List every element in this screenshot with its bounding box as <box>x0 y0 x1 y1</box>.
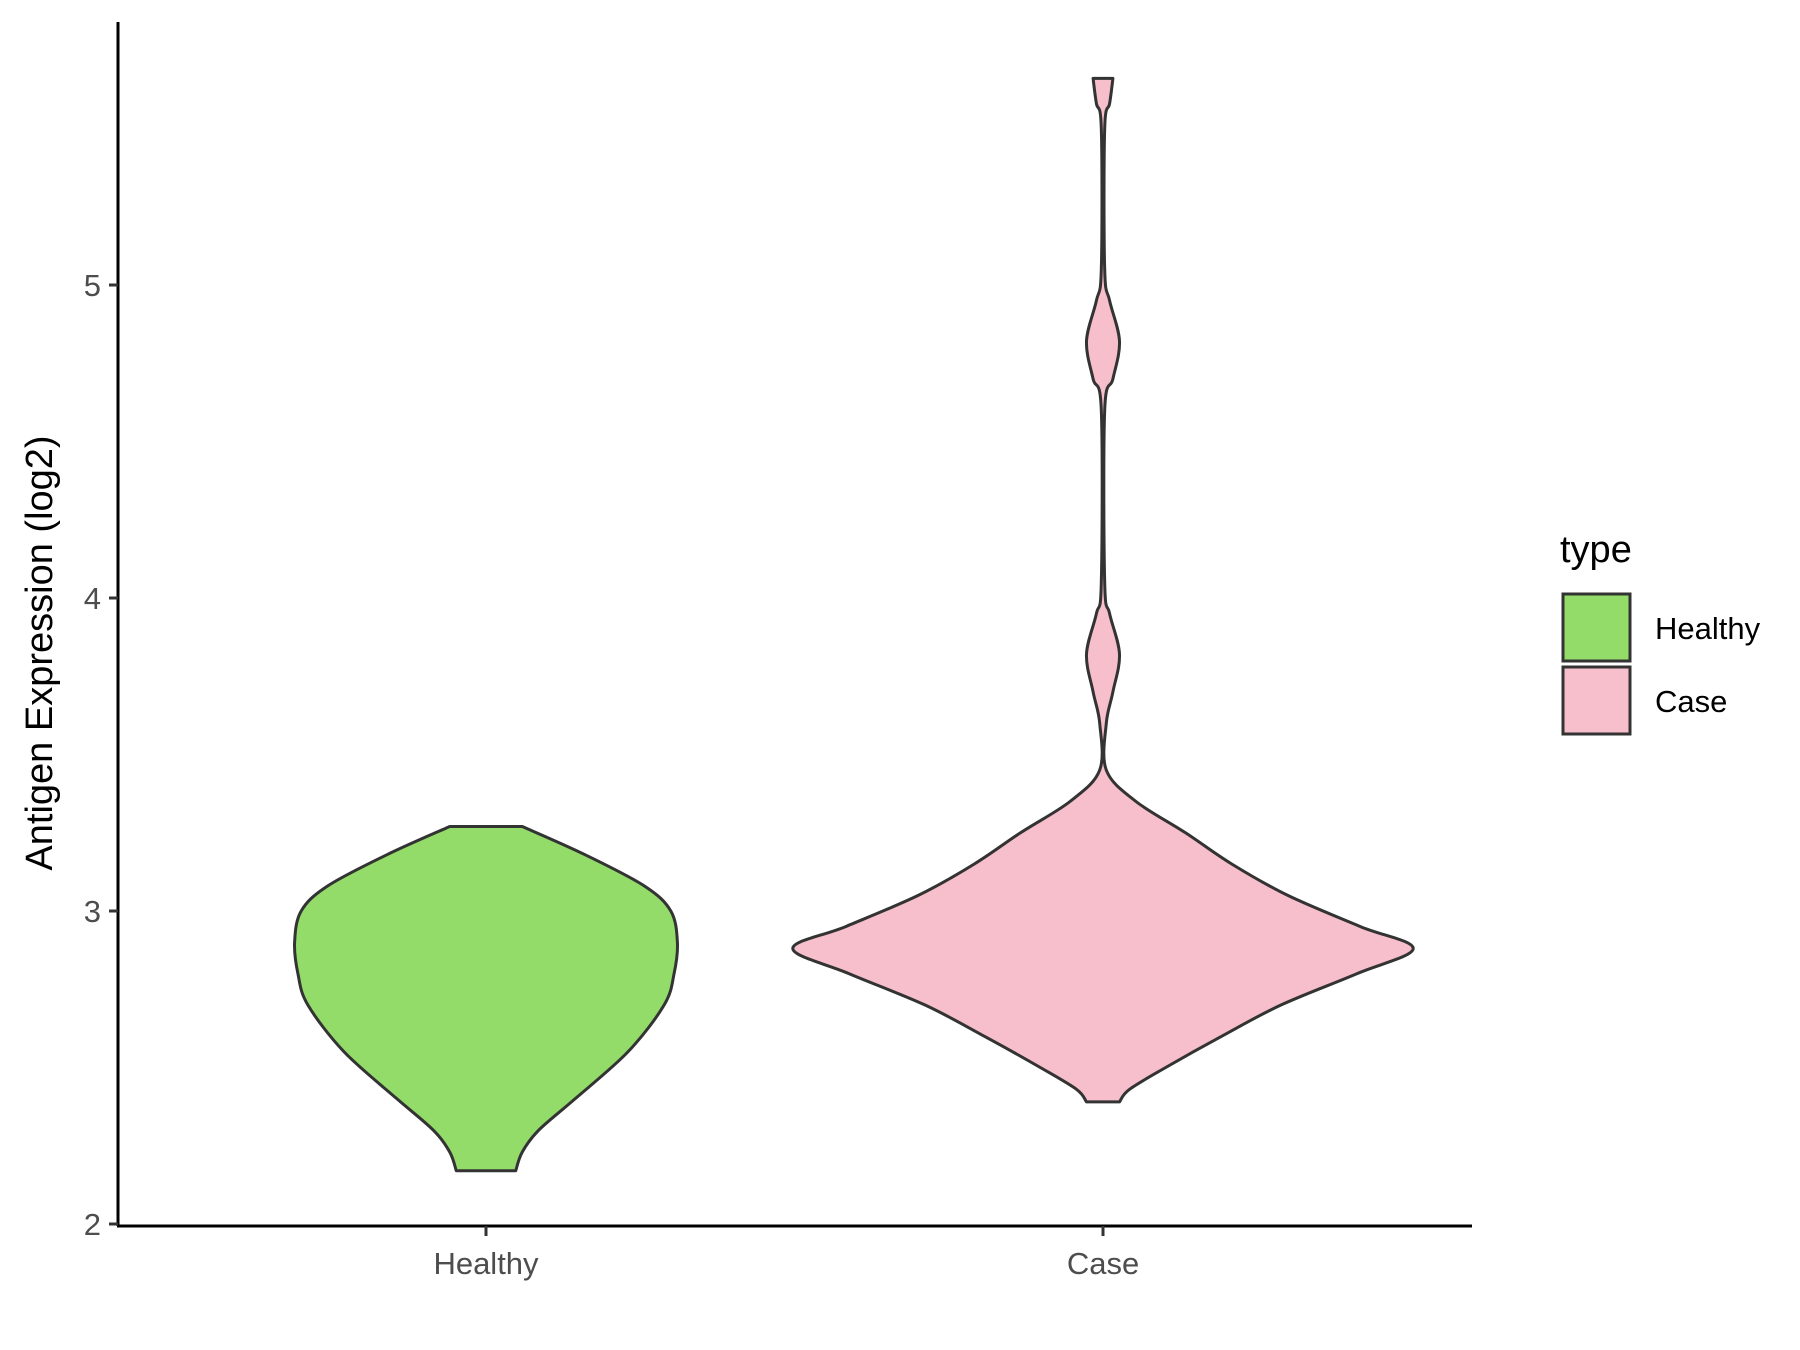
x-axis-ticks: Healthy Case <box>433 1226 1139 1281</box>
x-tick-label: Case <box>1067 1246 1139 1281</box>
legend-label-healthy: Healthy <box>1655 611 1761 646</box>
violin-healthy <box>293 825 680 1173</box>
legend-key-healthy <box>1561 592 1632 663</box>
legend-key-case <box>1561 665 1632 736</box>
violin-case <box>791 76 1415 1104</box>
legend-items: Healthy Case <box>1561 592 1761 736</box>
legend-title: type <box>1560 529 1632 571</box>
legend-label-case: Case <box>1655 684 1727 719</box>
x-tick-label: Healthy <box>433 1246 539 1281</box>
y-axis-ticks: 2 3 4 5 <box>84 268 118 1242</box>
y-tick-label: 2 <box>84 1207 101 1242</box>
legend: type Healthy Case <box>1560 529 1761 736</box>
y-tick-label: 4 <box>84 581 101 616</box>
violin-layer <box>293 76 1415 1173</box>
y-tick-label: 5 <box>84 268 101 303</box>
y-tick-label: 3 <box>84 894 101 929</box>
y-axis-title: Antigen Expression (log2) <box>19 435 61 870</box>
